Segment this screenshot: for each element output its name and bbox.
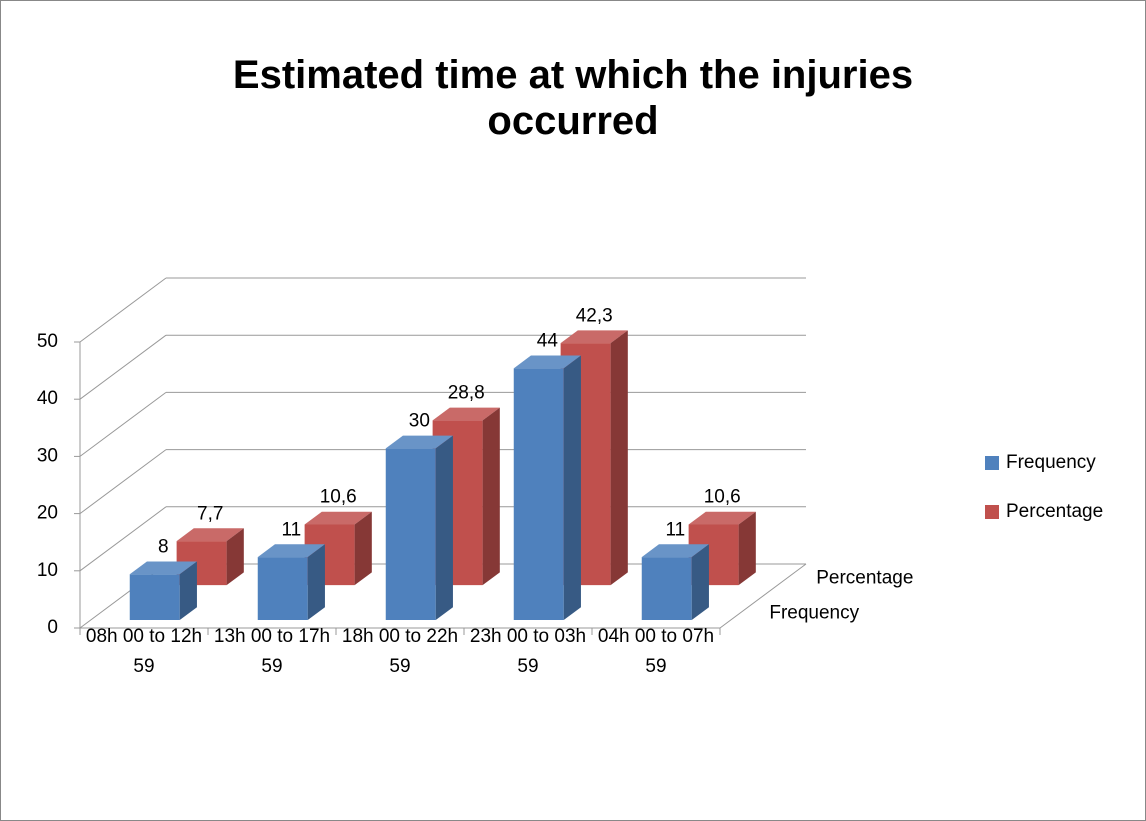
bar-front	[129, 574, 180, 620]
data-label: 28,8	[448, 383, 485, 404]
bar	[641, 544, 709, 620]
y-tick-label: 0	[47, 617, 58, 638]
y-tick-label: 50	[37, 331, 58, 352]
bar-top	[641, 544, 709, 558]
legend-label: Percentage	[1006, 501, 1103, 522]
bar	[513, 355, 581, 620]
bar	[129, 561, 197, 620]
chart-title: Estimated time at which the injuries occ…	[232, 53, 914, 143]
y-tick-label: 10	[37, 560, 58, 581]
bar-side	[179, 561, 197, 620]
bar-front	[641, 557, 692, 620]
bar-top	[385, 435, 453, 449]
data-label: 10,6	[704, 487, 741, 508]
grid-line	[79, 506, 167, 572]
legend-swatch	[985, 505, 999, 519]
bar-front	[385, 448, 436, 620]
x-tick-label: 04h 00 to 07h 59	[597, 626, 715, 677]
data-label: 10,6	[320, 487, 357, 508]
grid-line	[79, 449, 167, 515]
data-label: 11	[665, 519, 685, 540]
bar-top	[432, 407, 500, 421]
bar-side	[226, 528, 244, 586]
data-label: 30	[409, 411, 430, 432]
bar-top	[304, 511, 372, 525]
bar-top	[560, 330, 628, 344]
bar-top	[513, 355, 581, 369]
bar-front	[513, 368, 564, 620]
data-label: 7,7	[197, 503, 223, 524]
bar-top	[176, 528, 244, 542]
bar-side	[307, 544, 325, 620]
legend-swatch	[985, 456, 999, 470]
legend-label: Frequency	[1006, 452, 1096, 473]
bar-side	[610, 330, 628, 586]
bar-front	[257, 557, 308, 620]
bar-side	[482, 407, 500, 586]
bar-side	[354, 511, 372, 586]
bar-side	[563, 355, 581, 620]
depth-label: Frequency	[769, 603, 859, 624]
y-tick-label: 40	[37, 388, 58, 409]
data-label: 44	[537, 331, 559, 352]
y-tick-label: 30	[37, 445, 58, 466]
data-label: 11	[281, 519, 301, 540]
bar	[257, 544, 325, 620]
depth-label: Percentage	[816, 568, 913, 589]
x-tick-label: 08h 00 to 12h 59	[85, 626, 203, 677]
floor-edge	[719, 563, 807, 629]
y-tick-label: 20	[37, 503, 58, 524]
grid-line	[79, 277, 167, 343]
x-tick-label: 18h 00 to 22h 59	[341, 626, 459, 677]
data-label: 8	[158, 536, 169, 557]
bar-top	[129, 561, 197, 575]
x-tick-label: 13h 00 to 17h 59	[213, 626, 331, 677]
bar-side	[691, 544, 709, 620]
bar-side	[435, 435, 453, 620]
x-tick-label: 23h 00 to 03h 59	[469, 626, 587, 677]
data-label: 42,3	[576, 305, 613, 326]
bar-top	[257, 544, 325, 558]
bar-side	[738, 511, 756, 586]
grid-line	[79, 334, 167, 400]
bar-top	[688, 511, 756, 525]
bar	[385, 435, 453, 620]
grid-line	[79, 391, 167, 457]
